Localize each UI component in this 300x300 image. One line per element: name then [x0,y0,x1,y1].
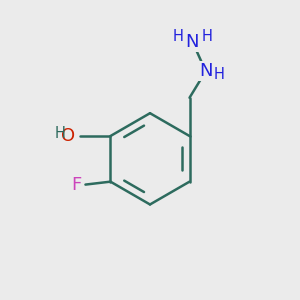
Text: H: H [55,126,66,141]
Text: F: F [71,176,82,194]
Text: H: H [202,29,213,44]
Text: H: H [172,29,183,44]
Text: O: O [61,127,75,145]
Text: H: H [214,67,224,82]
Text: N: N [199,62,212,80]
Text: N: N [186,33,199,51]
